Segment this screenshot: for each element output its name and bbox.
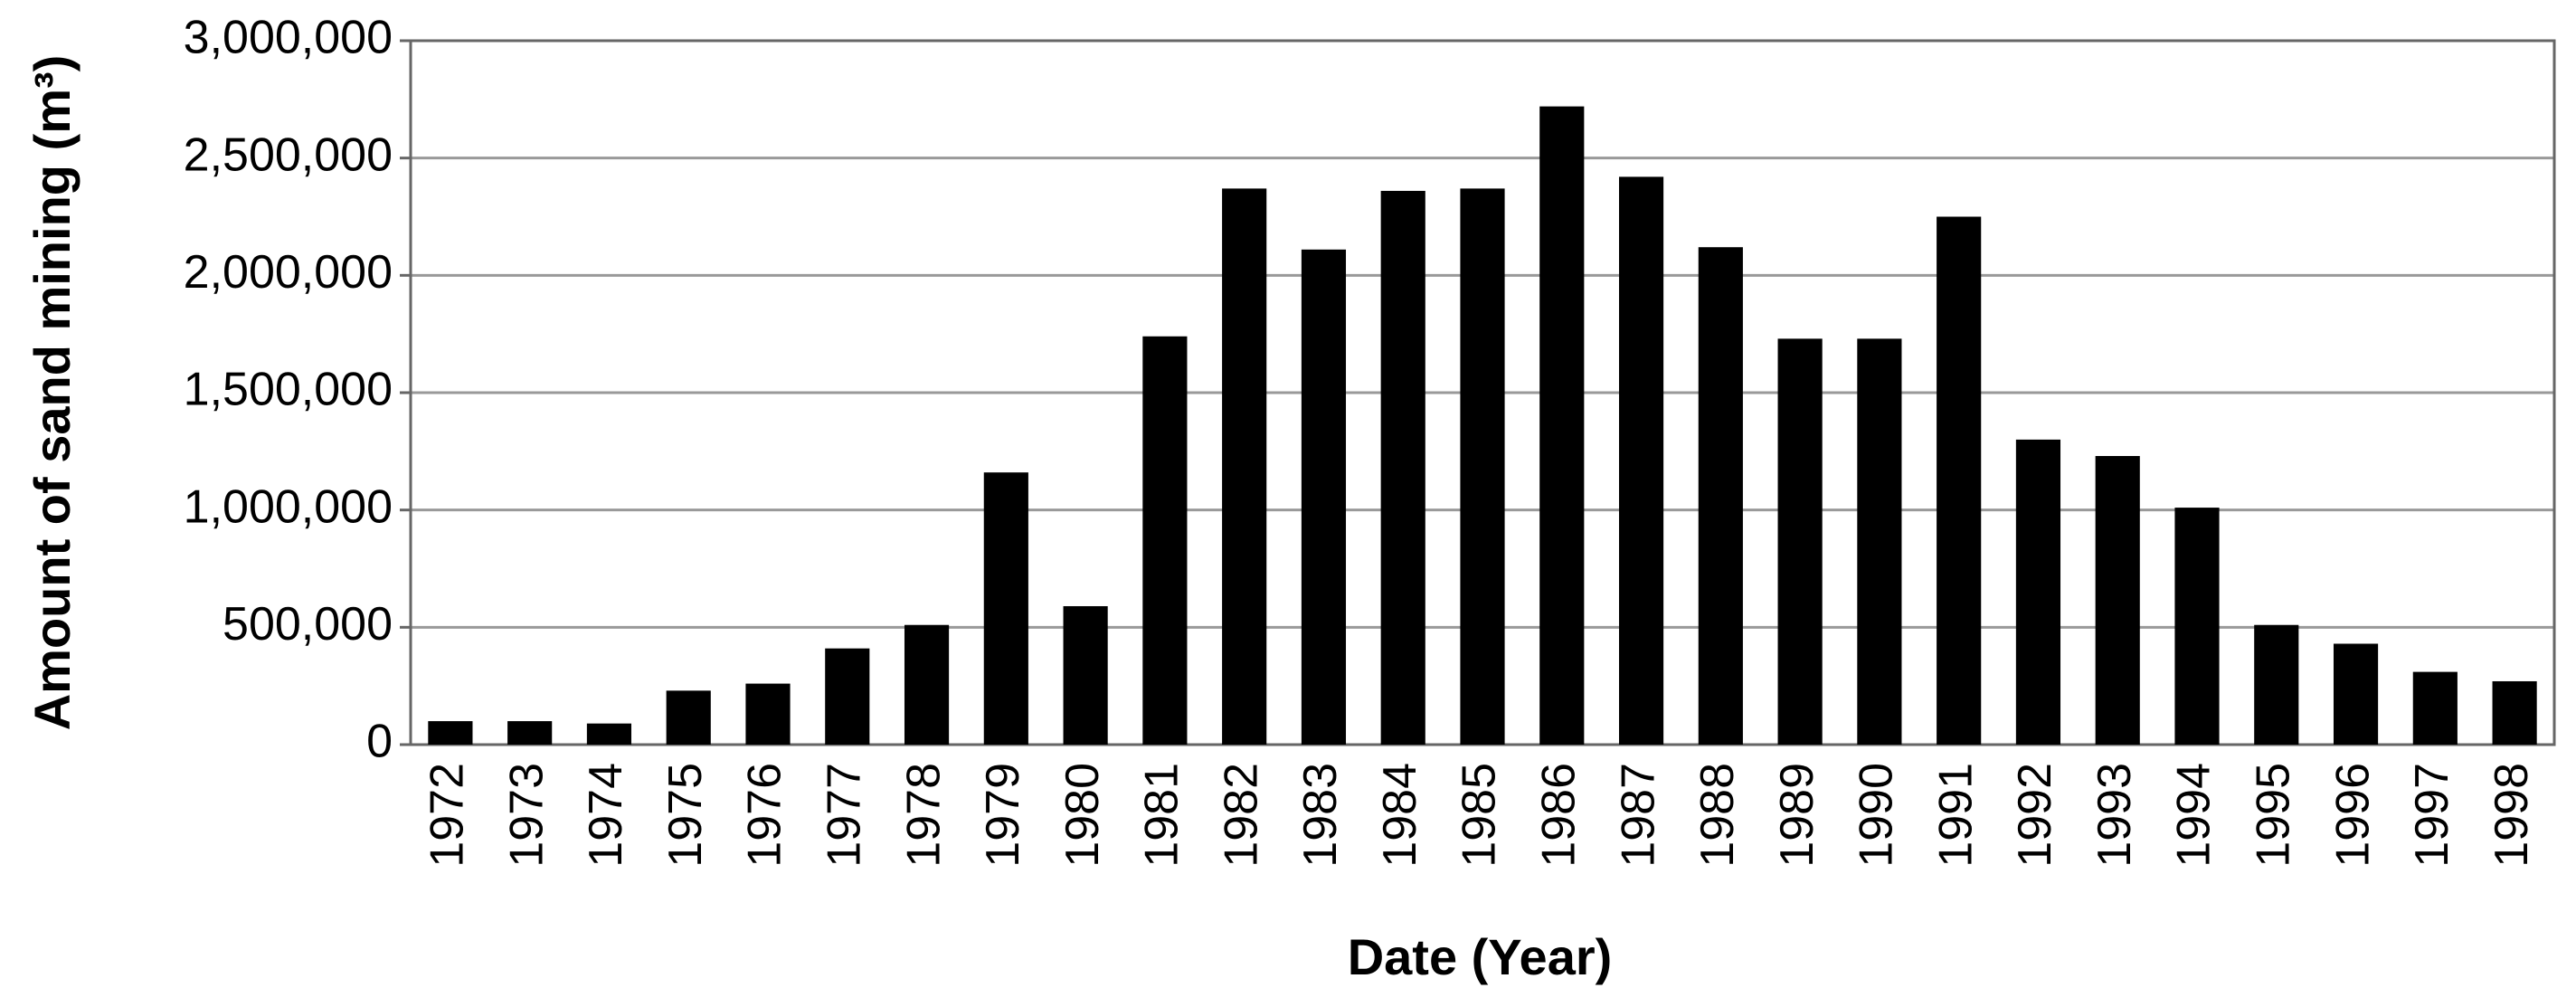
x-tick-label: 1990 xyxy=(1851,763,1903,868)
y-tick-label: 0 xyxy=(366,716,393,768)
x-tick-label: 1982 xyxy=(1215,763,1267,868)
bar xyxy=(1698,247,1743,745)
bar xyxy=(1857,338,1902,745)
x-tick-label: 1989 xyxy=(1771,763,1823,868)
x-axis-title: Date (Year) xyxy=(1348,928,1613,985)
bar xyxy=(1460,188,1505,745)
bar xyxy=(745,683,791,745)
bar xyxy=(1222,188,1267,745)
bar xyxy=(2174,508,2220,745)
x-tick-label: 1984 xyxy=(1374,763,1426,868)
x-tick-label: 1994 xyxy=(2168,763,2221,868)
bar xyxy=(1618,176,1664,745)
x-tick-label: 1985 xyxy=(1454,763,1506,868)
bar xyxy=(1301,249,1347,746)
x-tick-label: 1981 xyxy=(1136,763,1189,868)
x-tick-label: 1986 xyxy=(1533,763,1586,868)
bar xyxy=(983,472,1028,745)
x-tick-label: 1993 xyxy=(2088,763,2141,868)
x-tick-label: 1988 xyxy=(1691,763,1744,868)
bar xyxy=(2254,624,2299,745)
bar xyxy=(1380,190,1425,745)
bar xyxy=(2095,456,2140,745)
bar xyxy=(666,690,711,745)
bar xyxy=(1937,216,1982,745)
bar xyxy=(904,624,950,745)
x-tick-label: 1987 xyxy=(1612,763,1664,868)
bar xyxy=(1777,338,1823,745)
bar xyxy=(1539,106,1585,745)
x-tick-label: 1997 xyxy=(2406,763,2458,868)
x-tick-label: 1972 xyxy=(421,763,474,868)
x-tick-label: 1978 xyxy=(897,763,950,868)
bar xyxy=(1063,605,1108,745)
y-tick-label: 2,500,000 xyxy=(184,128,393,181)
x-tick-label: 1974 xyxy=(580,763,632,868)
y-axis-title: Amount of sand mining (m³) xyxy=(24,55,80,731)
y-tick-label: 3,000,000 xyxy=(184,12,393,64)
x-tick-label: 1983 xyxy=(1294,763,1347,868)
bar xyxy=(825,648,870,745)
y-tick-label: 1,000,000 xyxy=(184,480,393,533)
x-tick-label: 1973 xyxy=(500,763,553,868)
bar xyxy=(507,721,553,745)
x-tick-label: 1976 xyxy=(739,763,791,868)
y-tick-label: 1,500,000 xyxy=(184,364,393,416)
bar xyxy=(2333,643,2379,745)
bar xyxy=(1142,336,1188,745)
y-tick-label: 2,000,000 xyxy=(184,246,393,299)
bar xyxy=(2412,671,2458,745)
x-tick-label: 1977 xyxy=(819,763,871,868)
bar xyxy=(586,723,632,745)
x-tick-label: 1991 xyxy=(1929,763,1982,868)
x-tick-label: 1975 xyxy=(659,763,712,868)
x-tick-label: 1995 xyxy=(2248,763,2300,868)
x-tick-label: 1992 xyxy=(2009,763,2061,868)
bar xyxy=(428,721,473,745)
x-tick-label: 1979 xyxy=(977,763,1029,868)
x-tick-label: 1980 xyxy=(1056,763,1109,868)
bar xyxy=(2015,439,2061,745)
x-tick-label: 1998 xyxy=(2486,763,2538,868)
y-tick-label: 500,000 xyxy=(223,598,393,651)
x-tick-label: 1996 xyxy=(2326,763,2379,868)
bar xyxy=(2492,680,2537,745)
